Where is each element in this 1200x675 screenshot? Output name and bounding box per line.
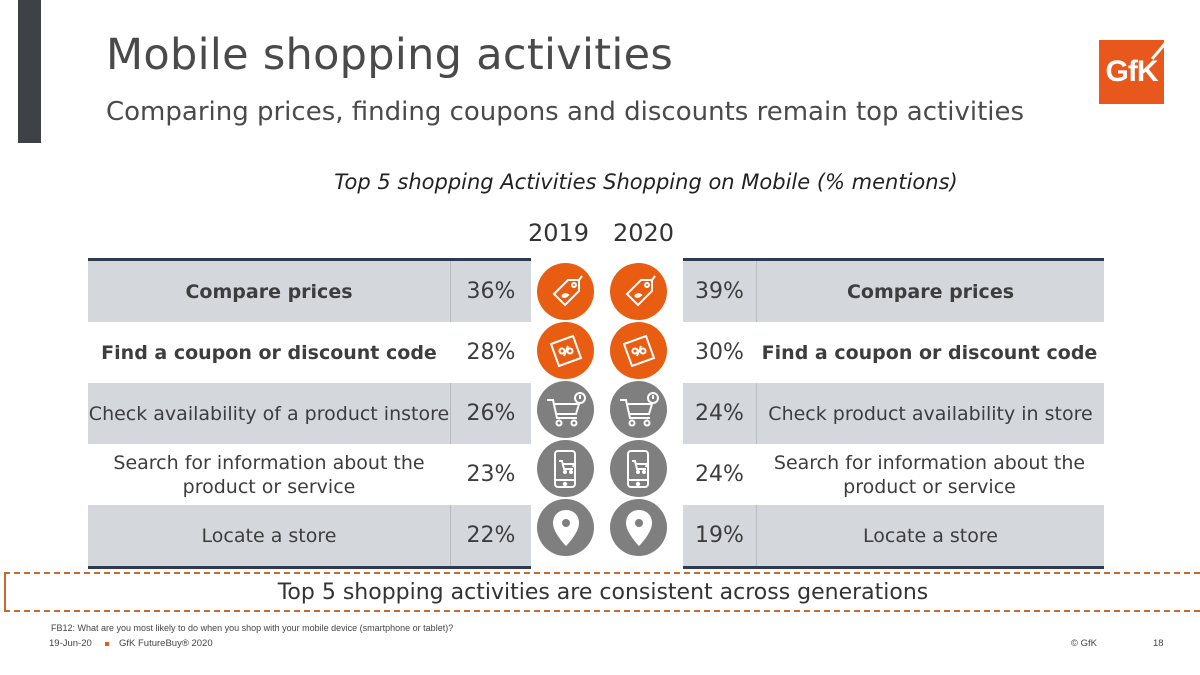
- table-row: 30% Find a coupon or discount code: [683, 322, 1104, 383]
- page-subtitle: Comparing prices, finding coupons and di…: [106, 97, 1025, 127]
- percent-value: 26%: [450, 383, 531, 444]
- activity-label: Find a coupon or discount code: [761, 341, 1098, 364]
- percent-value: 19%: [683, 505, 757, 566]
- shopping-cart-icon: [610, 381, 667, 438]
- table-2019: Compare prices 36% Find a coupon or disc…: [88, 258, 531, 569]
- footer-separator-dot: [105, 642, 109, 646]
- table-row: 39% Compare prices: [683, 261, 1104, 322]
- table-top-rule: [683, 258, 1104, 261]
- table-row: Compare prices 36%: [88, 261, 531, 322]
- percent-value: 23%: [450, 444, 531, 505]
- percent-value: 22%: [450, 505, 531, 566]
- question-footnote: FB12: What are you most likely to do whe…: [51, 623, 454, 633]
- percent-value: 39%: [683, 261, 757, 322]
- percent-value: 30%: [695, 340, 744, 365]
- table-row: 24% Check product availability in store: [683, 383, 1104, 444]
- table-row: Check availability of a product instore …: [88, 383, 531, 444]
- icon-column-2020: [610, 261, 667, 558]
- table-bottom-rule: [88, 566, 531, 569]
- mobile-cart-icon: [537, 440, 594, 497]
- footer-brand: GfK FutureBuy® 2020: [119, 638, 213, 649]
- activity-label: Compare prices: [846, 280, 1015, 303]
- table-row: 24% Search for information about the pro…: [683, 444, 1104, 505]
- activity-label: Check product availability in store: [768, 402, 1093, 425]
- activity-label: Search for information about the product…: [773, 451, 1086, 498]
- activity-label: Search for information about the product…: [113, 451, 425, 498]
- mobile-cart-icon: [610, 440, 667, 497]
- activity-label: Compare prices: [185, 280, 353, 303]
- table-2020: 39% Compare prices 30% Find a coupon or …: [683, 258, 1104, 569]
- activity-label: Find a coupon or discount code: [101, 341, 437, 364]
- table-row: Find a coupon or discount code 28%: [88, 322, 531, 383]
- shopping-cart-icon: [537, 381, 594, 438]
- accent-bar: [18, 0, 41, 143]
- table-row: Search for information about the product…: [88, 444, 531, 505]
- year-2019-label: 2019: [528, 219, 590, 247]
- price-tag-icon: [537, 263, 594, 320]
- table-row: Locate a store 22%: [88, 505, 531, 566]
- footer-copyright: © GfK: [1071, 638, 1098, 649]
- table-row: 19% Locate a store: [683, 505, 1104, 566]
- activity-label: Locate a store: [863, 524, 998, 547]
- logo-text: GfK: [1105, 55, 1159, 88]
- footer-date: 19-Jun-20: [49, 638, 92, 649]
- icon-column-2019: [537, 261, 594, 558]
- activity-label: Check availability of a product instore: [88, 402, 450, 425]
- page-title: Mobile shopping activities: [106, 30, 674, 80]
- percent-value: 28%: [450, 322, 531, 383]
- gfk-logo: GfK: [1099, 40, 1164, 104]
- key-takeaway-callout: Top 5 shopping activities are consistent…: [4, 572, 1200, 612]
- percent-value: 24%: [695, 462, 744, 487]
- table-top-rule: [88, 258, 531, 261]
- table-bottom-rule: [683, 566, 1104, 569]
- coupon-percent-icon: [537, 322, 594, 379]
- coupon-percent-icon: [610, 322, 667, 379]
- map-pin-icon: [537, 499, 594, 556]
- percent-value: 24%: [683, 383, 757, 444]
- chart-title: Top 5 shopping Activities Shopping on Mo…: [334, 170, 958, 194]
- price-tag-icon: [610, 263, 667, 320]
- page-number: 18: [1153, 638, 1164, 649]
- year-2020-label: 2020: [613, 219, 675, 247]
- percent-value: 36%: [450, 261, 531, 322]
- map-pin-icon: [610, 499, 667, 556]
- activity-label: Locate a store: [201, 524, 337, 547]
